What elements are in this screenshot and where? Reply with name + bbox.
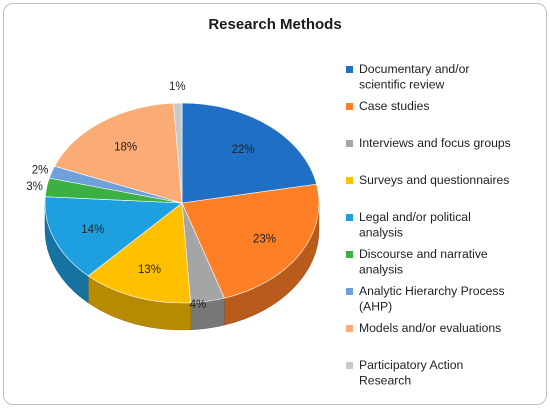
legend-item-5: Legal and/or political analysis [346, 210, 471, 240]
legend-swatch-5 [346, 214, 353, 221]
legend-item-4: Surveys and questionnaires [346, 173, 509, 187]
pie-top [44, 102, 320, 304]
legend-label-9-line-1: Participatory Action [359, 358, 463, 372]
data-label-3: 4% [190, 299, 207, 311]
legend-swatch-2 [346, 103, 353, 110]
legend-label-6-line-1: Discourse and narrative [359, 247, 488, 261]
data-labels: 22% 23% 4% 13% 14% 3% 2% 18% 1% [26, 81, 276, 311]
legend-swatch-6 [346, 251, 353, 258]
legend-label-2: Case studies [359, 99, 429, 113]
data-label-4: 13% [138, 264, 161, 276]
data-label-8: 18% [114, 141, 137, 153]
legend-label-5-line-2: analysis [359, 226, 403, 240]
legend-label-3: Interviews and focus groups [359, 136, 511, 150]
legend-label-6-line-2: analysis [359, 263, 403, 277]
pie-slice-4 [87, 202, 191, 304]
data-label-2: 23% [253, 234, 276, 246]
legend-label-7-line-2: (AHP) [359, 300, 392, 314]
legend-label-8: Models and/or evaluations [359, 321, 501, 335]
legend-label-5-line-1: Legal and/or political [359, 210, 471, 224]
legend-label-7-line-1: Analytic Hierarchy Process [359, 284, 505, 298]
pie-slice-1 [181, 102, 317, 204]
data-label-7: 2% [32, 164, 49, 176]
legend-item-1: Documentary and/or scientific review [346, 62, 469, 92]
data-label-5: 14% [81, 224, 104, 236]
legend-label-1-line-2: scientific review [359, 78, 445, 92]
legend-swatch-8 [346, 325, 353, 332]
legend-item-9: Participatory Action Research [346, 358, 463, 388]
legend-item-6: Discourse and narrative analysis [346, 247, 488, 277]
legend-item-8: Models and/or evaluations [346, 321, 501, 335]
pie-slice-2 [181, 183, 320, 299]
pie-slice-5 [44, 196, 183, 277]
legend-swatch-9 [346, 362, 353, 369]
legend: Documentary and/or scientific review Case … [346, 62, 511, 388]
legend-label-9-line-2: Research [359, 374, 411, 388]
legend-swatch-3 [346, 140, 353, 147]
pie-slice-9 [173, 102, 183, 204]
legend-item-7: Analytic Hierarchy Process (AHP) [346, 284, 505, 314]
legend-swatch-1 [346, 66, 353, 73]
data-label-1: 22% [232, 144, 255, 156]
legend-label-1-line-1: Documentary and/or [359, 62, 469, 76]
legend-item-3: Interviews and focus groups [346, 136, 511, 150]
data-label-6: 3% [26, 181, 43, 193]
legend-label-4: Surveys and questionnaires [359, 173, 509, 187]
data-label-9: 1% [169, 81, 186, 93]
legend-item-2: Case studies [346, 99, 429, 113]
pie-slice-8 [54, 102, 183, 204]
legend-swatch-4 [346, 177, 353, 184]
chart-title: Research Methods [208, 16, 342, 33]
legend-swatch-7 [346, 288, 353, 295]
